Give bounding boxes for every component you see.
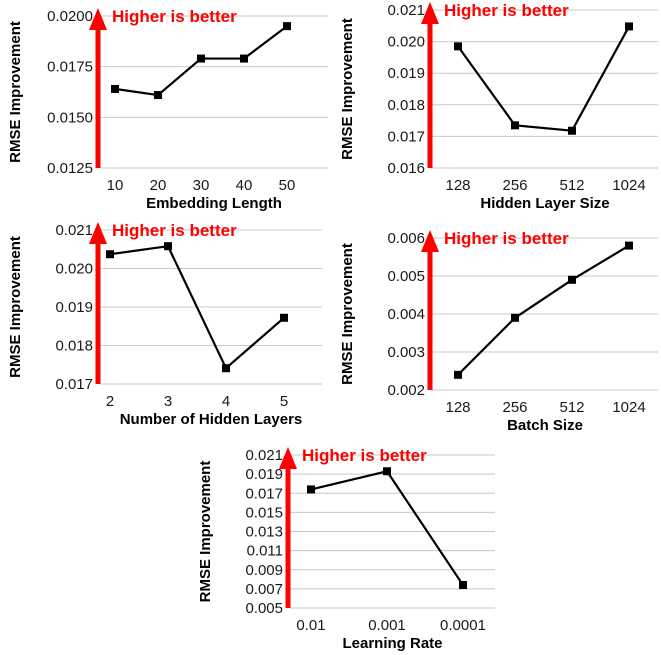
y-tick-label: 0.016 [387, 160, 425, 177]
x-tick-label: 50 [279, 177, 296, 194]
higher-arrow-head [279, 447, 297, 469]
y-tick-label: 0.017 [245, 485, 283, 502]
higher-is-better-annotation: Higher is better [112, 7, 237, 26]
data-point [454, 370, 462, 379]
y-tick-label: 0.020 [387, 34, 425, 51]
data-point [111, 84, 119, 93]
y-tick-label: 0.007 [245, 581, 283, 598]
x-tick-label: 0.001 [368, 617, 406, 634]
x-tick-label: 20 [150, 177, 167, 194]
x-tick-label: 128 [445, 177, 470, 194]
data-point [106, 250, 114, 259]
data-point [154, 91, 162, 100]
y-tick-label: 0.020 [55, 261, 93, 278]
data-point [383, 467, 391, 476]
data-point [511, 121, 519, 130]
y-tick-label: 0.0150 [47, 109, 93, 126]
y-axis-title: RMSE Improvement [197, 461, 214, 603]
data-point [454, 42, 462, 51]
x-axis-title: Embedding Length [146, 195, 282, 212]
chart-panel-1: 0.0125 0.0150 0.0175 0.0200 10 20 30 40 50Embedd… [7, 7, 328, 212]
y-axis-title: RMSE Improvement [339, 18, 356, 160]
data-point [222, 364, 230, 373]
y-axis-title: RMSE Improvement [7, 21, 24, 163]
data-point [240, 54, 248, 63]
y-tick-label: 0.021 [387, 2, 425, 19]
series-line [457, 25, 630, 132]
x-tick-label: 10 [107, 177, 124, 194]
x-axis-title: Number of Hidden Layers [120, 411, 303, 428]
data-point [459, 581, 467, 590]
y-tick-label: 0.0200 [47, 8, 93, 25]
y-tick-label: 0.0125 [47, 160, 93, 177]
data-point [307, 485, 315, 494]
y-axis-title: RMSE Improvement [339, 243, 356, 385]
higher-is-better-annotation: Higher is better [112, 221, 237, 240]
x-tick-label: 2 [106, 393, 114, 410]
x-tick-label: 256 [502, 177, 527, 194]
x-tick-label: 512 [559, 177, 584, 194]
chart-panel-5: 0.005 0.007 0.009 0.011 0.013 0.015 0.017 0.019… [197, 446, 495, 652]
series-line [310, 470, 464, 586]
data-point [280, 313, 288, 322]
y-axis-title: RMSE Improvement [7, 236, 24, 378]
y-tick-label: 0.002 [387, 382, 425, 399]
x-tick-label: 0.01 [296, 617, 325, 634]
y-tick-label: 0.005 [245, 600, 283, 617]
y-tick-label: 0.013 [245, 524, 283, 541]
x-tick-label: 1024 [612, 399, 645, 416]
x-tick-label: 0.0001 [440, 617, 486, 634]
y-tick-label: 0.015 [245, 504, 283, 521]
data-point [197, 54, 205, 63]
data-point [568, 275, 576, 284]
y-tick-label: 0.017 [55, 376, 93, 393]
y-tick-label: 0.019 [387, 65, 425, 82]
y-tick-label: 0.019 [245, 466, 283, 483]
y-tick-label: 0.018 [55, 338, 93, 355]
x-tick-label: 512 [559, 399, 584, 416]
data-point [568, 126, 576, 135]
data-point [164, 242, 172, 251]
y-tick-label: 0.021 [55, 222, 93, 239]
chart-panel-4: 0.002 0.003 0.004 0.005 0.006 128 256 512 1024 Ba… [339, 229, 658, 434]
higher-arrow-head [421, 2, 439, 24]
y-tick-label: 0.019 [55, 299, 93, 316]
series-line [109, 245, 285, 370]
y-tick-label: 0.006 [387, 230, 425, 247]
series-line [457, 244, 630, 376]
x-axis-title: Learning Rate [342, 635, 442, 652]
data-point [511, 313, 519, 322]
y-tick-label: 0.017 [387, 128, 425, 145]
data-point [625, 241, 633, 250]
data-point [625, 22, 633, 31]
x-axis-title: Batch Size [507, 417, 583, 434]
x-tick-label: 1024 [612, 177, 645, 194]
x-tick-label: 256 [502, 399, 527, 416]
higher-arrow-head [89, 222, 107, 244]
y-tick-label: 0.003 [387, 344, 425, 361]
x-tick-label: 5 [280, 393, 288, 410]
x-tick-label: 128 [445, 399, 470, 416]
y-tick-label: 0.018 [387, 97, 425, 114]
chart-panel-2: 0.016 0.017 0.018 0.019 0.020 0.021 128 256 512 1… [339, 1, 658, 212]
x-tick-label: 40 [236, 177, 253, 194]
y-tick-label: 0.005 [387, 268, 425, 285]
higher-is-better-annotation: Higher is better [302, 446, 427, 465]
higher-is-better-annotation: Higher is better [444, 229, 569, 248]
higher-arrow-head [421, 230, 439, 252]
y-tick-label: 0.009 [245, 562, 283, 579]
y-tick-label: 0.011 [247, 543, 283, 560]
data-point [283, 22, 291, 31]
y-tick-label: 0.004 [387, 306, 425, 323]
y-tick-label: 0.0175 [47, 59, 93, 76]
higher-is-better-annotation: Higher is better [444, 1, 569, 20]
x-tick-label: 30 [193, 177, 210, 194]
x-tick-label: 3 [164, 393, 172, 410]
x-tick-label: 4 [222, 393, 230, 410]
x-axis-title: Hidden Layer Size [480, 195, 609, 212]
higher-arrow-head [89, 8, 107, 30]
y-tick-label: 0.021 [245, 447, 283, 464]
